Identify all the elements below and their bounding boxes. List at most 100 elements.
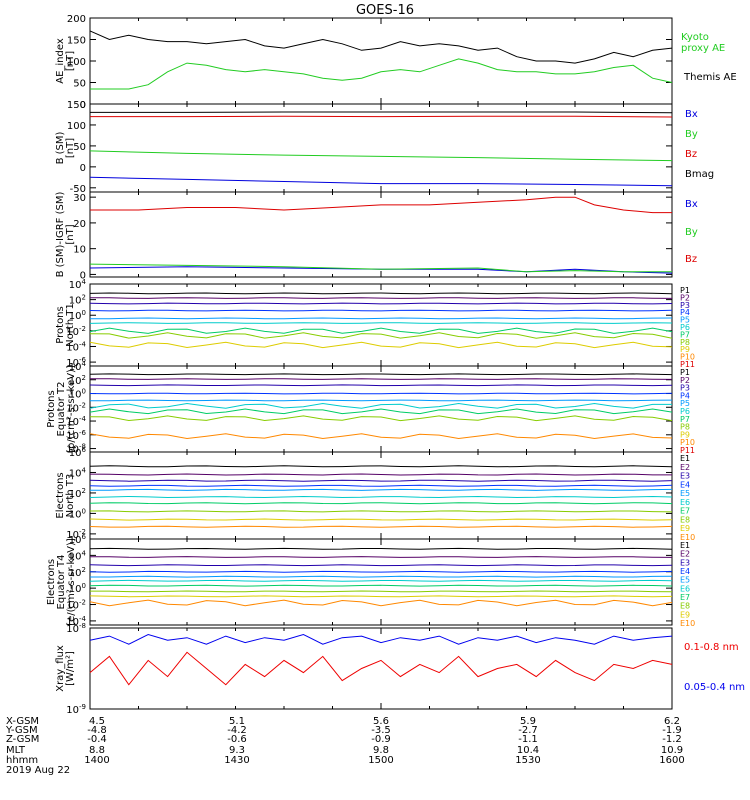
- y-tick-label: 150: [67, 100, 86, 111]
- y-tick-label: 10-2: [66, 528, 86, 541]
- legend-P5: P5: [680, 399, 690, 408]
- y-tick-label: 100: [67, 57, 86, 68]
- y-tick-label: 10-9: [66, 703, 86, 716]
- y-tick-label: 20: [73, 219, 86, 230]
- legend-E5: E5: [680, 576, 690, 585]
- footer-value: -0.6: [227, 734, 247, 745]
- y-tick-label: 10-2: [66, 599, 86, 612]
- legend-E6: E6: [680, 498, 690, 507]
- y-tick-label: 104: [69, 360, 87, 373]
- series-line-E10: [89, 525, 673, 528]
- y-axis-label-line: Equator T4: [56, 555, 67, 610]
- legend-E4: E4: [680, 567, 690, 576]
- legend-bmag: Bmag: [685, 169, 714, 180]
- footer-value: 1400: [84, 755, 109, 766]
- y-axis-label-line: Electrons: [46, 559, 57, 605]
- y-tick-label: 106: [69, 533, 87, 546]
- y-axis-label-line: [nT]: [65, 138, 76, 158]
- legend-kyoto: Kyoto: [681, 32, 709, 43]
- legend-P1: P1: [680, 286, 690, 295]
- legend: Bx By Bz Bmag: [685, 109, 714, 180]
- footer-value: 1600: [659, 755, 684, 766]
- footer-value: -0.9: [371, 734, 391, 745]
- y-tick-label: 106: [69, 446, 87, 459]
- y-tick-label: 10-6: [66, 429, 86, 442]
- y-tick-label: 10-6: [66, 356, 86, 369]
- legend-P7: P7: [680, 415, 690, 424]
- series-line-P7: [89, 327, 673, 334]
- legend-E5: E5: [680, 489, 690, 498]
- y-tick-label: 10-8: [66, 622, 86, 635]
- y-tick-label: 100: [69, 582, 86, 595]
- series-line-E1: [89, 465, 673, 468]
- legend-P4: P4: [680, 391, 690, 400]
- series-line-0.05-0.4-nm: [89, 633, 673, 645]
- y-axis-label-line: Protons: [46, 390, 57, 427]
- y-axis-label: AE_index [nT]: [55, 38, 76, 84]
- footer-value: 5.6: [373, 716, 389, 727]
- y-tick-label: 0: [80, 270, 86, 281]
- y-tick-label: 10-8: [66, 443, 86, 456]
- legend-E10: E10: [680, 533, 695, 542]
- legend-bx: Bx: [685, 199, 698, 210]
- series-line-P6: [89, 322, 673, 324]
- panel-eequator: 10610410210010-210-4E1E2E3E4E5E6E7E8E9E1…: [66, 533, 695, 628]
- series-line-E4: [89, 570, 673, 573]
- footer-value: -1.2: [662, 734, 682, 745]
- series-line-E2: [90, 556, 673, 558]
- series-line-E8: [89, 510, 673, 513]
- series-line-E5: [90, 575, 673, 578]
- y-axis-label-line: [e/(cm²-s-sr-keV)]: [66, 538, 77, 626]
- y-axis-label: B (SM)-IGRF (SM) [nT]: [55, 192, 76, 278]
- footer-value: 10.4: [517, 745, 539, 756]
- series-line-E2: [89, 473, 672, 476]
- series-line-P3: [89, 384, 673, 387]
- series-line-P5: [90, 317, 673, 320]
- legend-E3: E3: [680, 472, 690, 481]
- y-tick-label: 30: [73, 193, 86, 204]
- legend-P2: P2: [680, 293, 690, 302]
- y-tick-label: 102: [69, 294, 86, 307]
- series-line-0.1-0.8-nm: [89, 651, 673, 686]
- series-line-E3: [89, 564, 673, 567]
- series-line-Bz: [90, 196, 672, 214]
- footer-value: -1.1: [518, 734, 538, 745]
- legend-E3: E3: [680, 558, 690, 567]
- y-tick-label: 50: [73, 79, 86, 90]
- legend-E1: E1: [680, 541, 690, 550]
- series-line-P7: [89, 408, 673, 415]
- legend-P9: P9: [680, 430, 690, 439]
- legend-E7: E7: [680, 507, 690, 516]
- series-line-P9: [89, 341, 673, 349]
- y-tick-label: 150: [67, 36, 86, 47]
- legend-P1: P1: [680, 368, 690, 377]
- series-line-E3: [89, 479, 673, 482]
- legend-P6: P6: [680, 323, 690, 332]
- series-line-E1: [89, 547, 673, 550]
- series-line-Bx: [89, 176, 673, 187]
- y-axis-label: B (SM) [nT]: [55, 131, 76, 164]
- footer-value: 5.1: [229, 716, 245, 727]
- y-tick-label: 50: [73, 142, 86, 153]
- legend-P4: P4: [680, 308, 690, 317]
- y-tick-label: 10-4: [66, 340, 86, 353]
- footer-row-label: hhmm: [6, 755, 38, 766]
- y-axis-label: Protons Equator T2 [p/(cm²-s-sr-keV)]: [46, 365, 77, 453]
- y-axis-label-line: B (SM)-IGRF (SM): [55, 192, 66, 278]
- series-line-P1: [89, 292, 673, 295]
- y-axis-label-line: AE_index: [55, 38, 66, 84]
- footer-value: 6.2: [664, 716, 680, 727]
- y-axis-label-line: Protons: [55, 306, 66, 343]
- series-line-E4: [89, 484, 673, 487]
- legend: 0.1-0.8 nm 0.05-0.4 nm: [684, 642, 745, 693]
- series-line-E10: [89, 599, 673, 607]
- legend-E7: E7: [680, 593, 690, 602]
- y-tick-label: 0: [80, 163, 86, 174]
- legend-E8: E8: [680, 515, 690, 524]
- series-line-E5: [90, 488, 673, 491]
- series-line-Bmag: [90, 111, 673, 114]
- panel-xray: 10-8 10-9 0.1-0.8 nm 0.05-0.4 nm: [66, 622, 745, 716]
- y-tick-label: -50: [70, 184, 86, 195]
